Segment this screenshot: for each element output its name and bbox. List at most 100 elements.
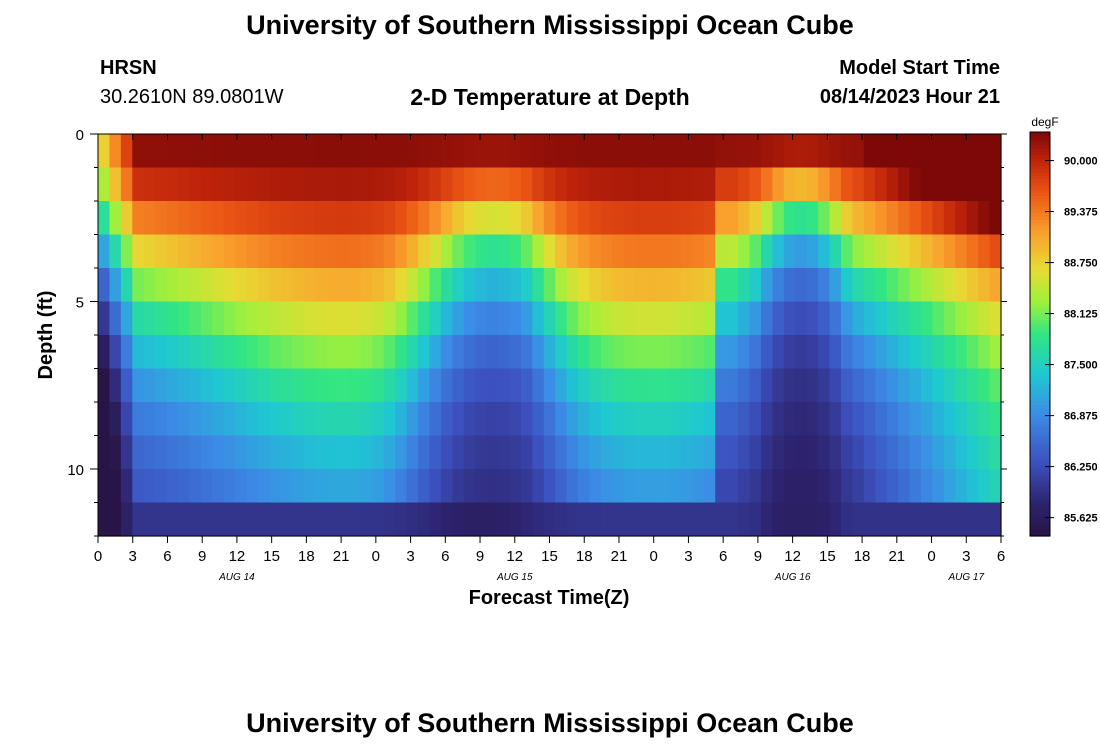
heatmap-cell: [955, 435, 968, 470]
heatmap-cell: [886, 301, 899, 336]
heatmap-cell: [555, 469, 568, 504]
heatmap-cell: [612, 201, 625, 236]
colorbar-segment: [1030, 283, 1050, 288]
heatmap-cell: [498, 268, 511, 303]
heatmap-cell: [520, 368, 533, 403]
heatmap-cell: [429, 368, 442, 403]
heatmap-cell: [978, 435, 991, 470]
heatmap-cell: [486, 469, 499, 504]
heatmap-cell: [326, 301, 339, 336]
heatmap-cell: [783, 268, 796, 303]
heatmap-cell: [703, 167, 716, 202]
heatmap-cell: [726, 201, 739, 236]
heatmap-cell: [143, 301, 156, 336]
heatmap-cell: [360, 234, 373, 269]
heatmap-cell: [166, 469, 179, 504]
heatmap-cell: [715, 134, 728, 169]
heatmap-cell: [680, 435, 693, 470]
heatmap-cell: [143, 201, 156, 236]
heatmap-cell: [418, 134, 431, 169]
heatmap-cell: [646, 134, 659, 169]
heatmap-cell: [703, 234, 716, 269]
heatmap-cell: [635, 335, 648, 370]
heatmap-cell: [360, 469, 373, 504]
heatmap-cell: [612, 234, 625, 269]
heatmap-cell: [178, 402, 191, 437]
heatmap-cell: [635, 402, 648, 437]
heatmap-cell: [532, 335, 545, 370]
heatmap-cell: [498, 134, 511, 169]
heatmap-cell: [943, 335, 956, 370]
heatmap-cell: [555, 201, 568, 236]
heatmap-cell: [258, 201, 271, 236]
heatmap-cell: [760, 167, 773, 202]
heatmap-cell: [612, 335, 625, 370]
heatmap-cell: [360, 167, 373, 202]
heatmap-cell: [223, 435, 236, 470]
heatmap-cell: [852, 435, 865, 470]
heatmap-cell: [223, 234, 236, 269]
heatmap-cell: [235, 435, 248, 470]
heatmap-cell: [578, 201, 591, 236]
heatmap-cell: [829, 335, 842, 370]
heatmap-cell: [315, 469, 328, 504]
colorbar-segment: [1030, 445, 1050, 450]
heatmap-cell: [966, 335, 979, 370]
heatmap-cell: [280, 402, 293, 437]
heatmap-cell: [806, 234, 819, 269]
heatmap-cell: [589, 134, 602, 169]
heatmap-cell: [715, 301, 728, 336]
heatmap-cell: [703, 469, 716, 504]
heatmap-cell: [109, 134, 122, 169]
model-start-label: Model Start Time: [839, 57, 1000, 79]
heatmap-cell: [212, 167, 225, 202]
colorbar-segment: [1030, 330, 1050, 335]
heatmap-cell: [303, 368, 316, 403]
heatmap-cell: [566, 469, 579, 504]
colorbar-segment: [1030, 303, 1050, 308]
heatmap-cell: [863, 201, 876, 236]
heatmap-cell: [155, 268, 168, 303]
x-tick-label: 6: [997, 548, 1005, 565]
heatmap-cell: [680, 268, 693, 303]
heatmap-cell: [246, 268, 259, 303]
colorbar-segment: [1030, 350, 1050, 355]
heatmap-cell: [418, 402, 431, 437]
chart-subtitle: 2-D Temperature at Depth: [410, 84, 690, 110]
y-tick-label: 0: [76, 127, 84, 144]
colorbar-segment: [1030, 135, 1050, 140]
colorbar-segment: [1030, 478, 1050, 483]
heatmap-cell: [578, 301, 591, 336]
heatmap-cell: [669, 502, 682, 537]
heatmap-cell: [795, 201, 808, 236]
heatmap-cell: [509, 201, 522, 236]
heatmap-cell: [223, 167, 236, 202]
colorbar-segment: [1030, 374, 1050, 379]
colorbar-segment: [1030, 222, 1050, 227]
x-tick-label: 0: [650, 548, 658, 565]
heatmap-cell: [372, 502, 385, 537]
heatmap-cell: [269, 268, 282, 303]
heatmap-cell: [806, 201, 819, 236]
colorbar-segment: [1030, 320, 1050, 325]
heatmap-cell: [749, 335, 762, 370]
x-tick-label: 6: [719, 548, 727, 565]
heatmap-cell: [726, 167, 739, 202]
heatmap-cell: [783, 435, 796, 470]
station-coordinates: 30.2610N 89.0801W: [100, 86, 284, 108]
heatmap-cell: [703, 368, 716, 403]
heatmap-cell: [292, 167, 305, 202]
heatmap-cell: [543, 201, 556, 236]
heatmap-cell: [623, 201, 636, 236]
heatmap-cell: [498, 201, 511, 236]
colorbar-unit: degF: [1031, 115, 1058, 129]
heatmap-cell: [143, 234, 156, 269]
heatmap-cell: [795, 402, 808, 437]
heatmap-cell: [166, 234, 179, 269]
x-tick-label: 3: [129, 548, 137, 565]
heatmap-cell: [669, 268, 682, 303]
colorbar-segment: [1030, 334, 1050, 338]
heatmap-cell: [829, 469, 842, 504]
x-tick-label: 18: [576, 548, 593, 565]
heatmap-cell: [749, 167, 762, 202]
